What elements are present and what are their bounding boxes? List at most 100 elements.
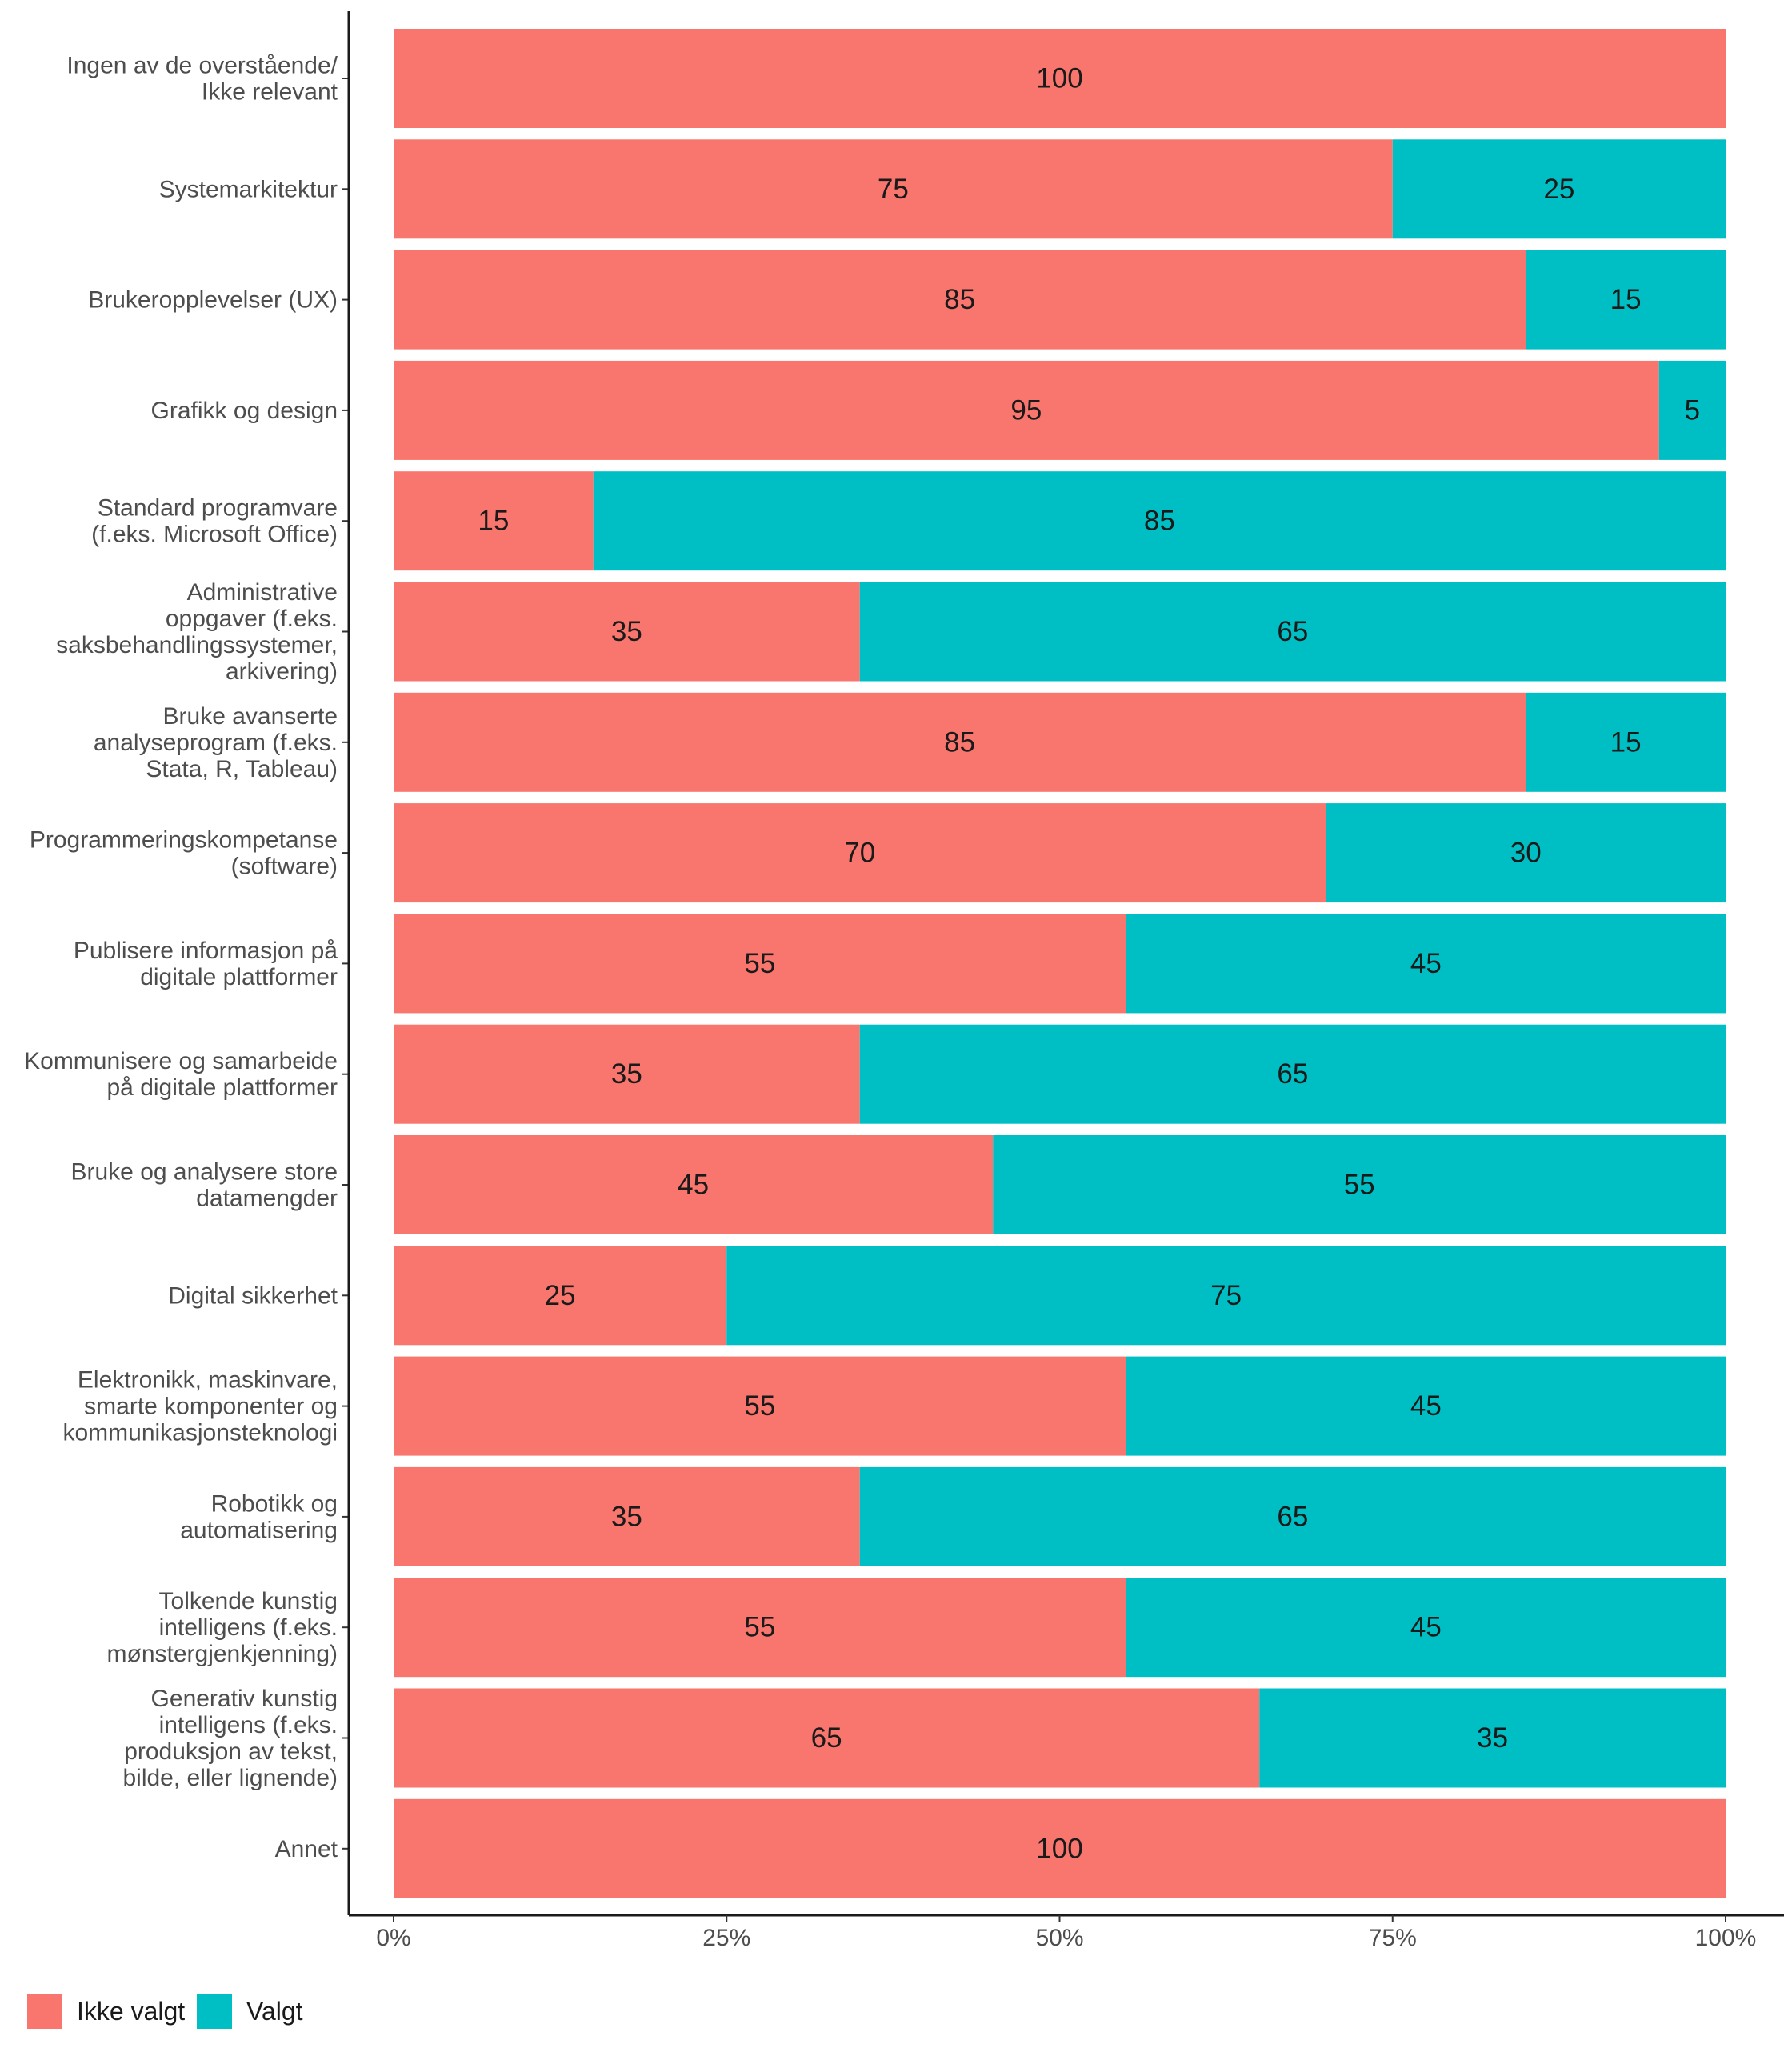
category-label-line: Grafikk og design xyxy=(151,397,338,423)
category-label-line: Administrative xyxy=(187,579,338,606)
bar-segment-ikke-valgt xyxy=(394,360,1659,460)
category-label-line: Elektronikk, maskinvare, xyxy=(78,1366,338,1393)
category-label: Administrative oppgaver (f.eks. saksbehand… xyxy=(56,579,338,685)
category-label-line: på digitale plattformer xyxy=(107,1074,338,1101)
data-label: 15 xyxy=(1610,284,1642,315)
category-label-line: Ikke relevant xyxy=(202,78,338,105)
legend: Ikke valgt Valgt xyxy=(27,1994,303,2029)
data-label: 35 xyxy=(611,1501,642,1532)
category-label-line: intelligens (f.eks. xyxy=(159,1712,338,1738)
category-label: Ingen av de overstående/Ikke relevant xyxy=(66,52,338,105)
bar-segment-ikke-valgt xyxy=(394,692,1526,792)
bar-segment-ikke-valgt xyxy=(394,1578,1126,1678)
x-tick-label: 75% xyxy=(1369,1925,1417,1951)
bar-segment-ikke-valgt xyxy=(394,250,1526,350)
bars-layer: 100 75 25 85 15 95 5 15 85 35 65 85 15 70 30 55 45 35 65 45… xyxy=(394,29,1726,1898)
category-label-line: kommunikasjonsteknologi xyxy=(62,1419,338,1446)
category-label: Elektronikk, maskinvare, smarte komponent… xyxy=(62,1366,338,1446)
data-label: 35 xyxy=(611,616,642,647)
legend-swatch xyxy=(197,1994,232,2029)
data-label: 100 xyxy=(1036,1833,1082,1864)
bar-segment-valgt xyxy=(1126,1578,1726,1678)
axes: 0% 25% 50% 75% 100% xyxy=(342,11,1784,1951)
bar-segment-valgt xyxy=(859,1466,1726,1566)
data-label: 85 xyxy=(1144,506,1175,537)
data-label: 95 xyxy=(1010,394,1042,426)
bar-segment-ikke-valgt xyxy=(394,1246,727,1346)
category-label-line: (software) xyxy=(231,853,338,879)
category-labels: Ingen av de overstående/Ikke relevant Sys… xyxy=(24,52,338,1862)
bar-segment-ikke-valgt xyxy=(394,1024,860,1124)
category-label: Annet xyxy=(275,1835,338,1862)
bar-segment-valgt xyxy=(1326,803,1726,903)
bar-segment-ikke-valgt xyxy=(394,139,1393,239)
category-label: Publisere informasjon på digitale plattfo… xyxy=(74,937,338,990)
bar-segment-ikke-valgt xyxy=(394,803,1326,903)
category-label-line: Programmeringskompetanse xyxy=(30,826,338,853)
bar-segment-valgt xyxy=(859,582,1726,682)
category-label-line: smarte komponenter og xyxy=(84,1393,338,1419)
bar-segment-valgt xyxy=(1526,250,1726,350)
data-label: 15 xyxy=(478,506,509,537)
data-label: 85 xyxy=(944,284,975,315)
category-label-line: Publisere informasjon på xyxy=(74,937,338,963)
category-label-line: digitale plattformer xyxy=(140,963,338,990)
data-label: 65 xyxy=(1277,1501,1308,1532)
category-label-line: Digital sikkerhet xyxy=(168,1282,338,1309)
x-tick-label: 25% xyxy=(702,1925,750,1951)
data-label: 45 xyxy=(1410,1612,1442,1643)
bar-segment-valgt xyxy=(1658,360,1726,460)
category-label-line: Bruke og analysere store xyxy=(70,1158,338,1185)
data-label: 65 xyxy=(811,1722,842,1754)
bar-segment-valgt xyxy=(993,1135,1726,1234)
legend-label: Valgt xyxy=(246,1997,303,2026)
data-label: 35 xyxy=(1477,1722,1508,1754)
data-label: 65 xyxy=(1277,1058,1308,1090)
category-label: Grafikk og design xyxy=(151,397,338,423)
category-label-line: datamengder xyxy=(196,1185,338,1211)
bar-segment-valgt xyxy=(859,1024,1726,1124)
bar-segment-ikke-valgt xyxy=(394,914,1126,1014)
data-label: 85 xyxy=(944,726,975,758)
category-label: Systemarkitektur xyxy=(159,176,338,202)
data-label: 35 xyxy=(611,1058,642,1090)
category-label-line: produksjon av tekst, xyxy=(124,1738,338,1765)
category-label-line: mønstergjenkjenning) xyxy=(107,1641,338,1667)
data-label: 75 xyxy=(878,174,909,205)
data-label: 55 xyxy=(744,1390,775,1422)
category-label-line: bilde, eller lignende) xyxy=(122,1765,338,1791)
category-label: Bruke og analysere store datamengder xyxy=(70,1158,338,1211)
category-label-line: Generativ kunstig xyxy=(151,1686,338,1712)
category-label: Robotikk og automatisering xyxy=(180,1490,338,1543)
category-label-line: Annet xyxy=(275,1835,338,1862)
category-label: Programmeringskompetanse (software) xyxy=(30,826,338,879)
data-label: 25 xyxy=(1543,174,1574,205)
data-label: 75 xyxy=(1210,1280,1242,1311)
category-label: Kommunisere og samarbeide på digitale pla… xyxy=(24,1048,338,1101)
data-label: 100 xyxy=(1036,63,1082,94)
bar-segment-ikke-valgt xyxy=(394,1688,1260,1788)
bar-segment-valgt xyxy=(593,471,1726,571)
bar-segment-ikke-valgt xyxy=(394,471,594,571)
category-label-line: Bruke avanserte xyxy=(163,702,338,729)
category-label-line: intelligens (f.eks. xyxy=(159,1614,338,1641)
data-label: 45 xyxy=(678,1170,709,1201)
category-label-line: arkivering) xyxy=(226,658,338,685)
bar-segment-ikke-valgt xyxy=(394,582,860,682)
category-label-line: analyseprogram (f.eks. xyxy=(94,729,338,755)
data-label: 15 xyxy=(1610,726,1642,758)
category-label-line: Systemarkitektur xyxy=(159,176,338,202)
legend-swatch xyxy=(27,1994,62,2029)
bar-segment-ikke-valgt xyxy=(394,1135,994,1234)
data-label: 45 xyxy=(1410,1390,1442,1422)
category-label-line: saksbehandlingssystemer, xyxy=(56,632,338,658)
bar-segment-ikke-valgt xyxy=(394,1356,1126,1456)
data-label: 45 xyxy=(1410,948,1442,979)
category-label-line: Standard programvare xyxy=(98,494,338,521)
data-label: 25 xyxy=(545,1280,576,1311)
category-label-line: automatisering xyxy=(180,1517,338,1543)
bar-segment-valgt xyxy=(1126,1356,1726,1456)
bar-segment-valgt xyxy=(726,1246,1726,1346)
bar-segment-valgt xyxy=(1126,914,1726,1014)
x-tick-label: 100% xyxy=(1695,1925,1757,1951)
